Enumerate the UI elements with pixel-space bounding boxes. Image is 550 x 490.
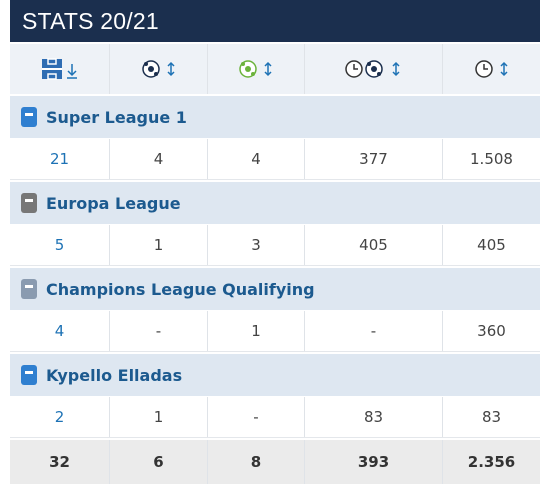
stat-cell: 393 (305, 440, 443, 484)
appearances-icon (41, 58, 77, 80)
col-goals[interactable] (110, 44, 208, 94)
stat-cell: 1 (110, 397, 208, 437)
assists-icon (239, 60, 272, 78)
stat-cell: 1.508 (470, 150, 513, 168)
stat-cell: 4 (208, 139, 305, 179)
competition-name[interactable]: Super League 1 (46, 107, 187, 127)
col-assists[interactable] (208, 44, 305, 94)
stat-cell: 405 (477, 236, 506, 254)
competition-stats-row: 4-1-360 (10, 311, 540, 352)
competition-header: Europa League (10, 182, 540, 224)
stat-cell: 1 (110, 225, 208, 265)
minutes-icon (474, 60, 508, 78)
logo-detail (25, 371, 33, 374)
logo-detail (25, 285, 33, 288)
competition-name[interactable]: Kypello Elladas (46, 365, 183, 385)
competition-stats-row: 5 1 3 405 405 (10, 225, 540, 266)
competition-name[interactable]: Champions League Qualifying (46, 279, 315, 299)
stat-cell: 377 (305, 139, 443, 179)
stats-widget: STATS 20/21 (10, 0, 540, 484)
minutes-per-goal-icon (344, 60, 400, 78)
logo-shape (21, 193, 37, 213)
competition-header: Champions League Qualifying (10, 268, 540, 310)
stat-cell: 83 (481, 408, 502, 426)
stat-cell: 32 (10, 440, 110, 484)
col-minutes-per-goal[interactable] (305, 44, 443, 94)
competition-logo (21, 279, 37, 299)
stat-cell: 360 (477, 322, 506, 340)
stat-cell: - (110, 311, 208, 351)
competition-logo (21, 365, 37, 385)
logo-shape (21, 279, 37, 299)
stat-cell: - (305, 311, 443, 351)
stat-cell: 83 (305, 397, 443, 437)
stat-cell: 4 (110, 139, 208, 179)
stat-cell: 4 (10, 311, 110, 351)
competition-name[interactable]: Europa League (46, 193, 181, 213)
logo-detail (25, 113, 33, 116)
goals-icon (141, 60, 175, 78)
col-minutes[interactable] (443, 44, 540, 94)
stat-cell: 2 (10, 397, 110, 437)
widget-title: STATS 20/21 (10, 0, 540, 42)
stat-cell: 21 (10, 139, 110, 179)
stat-cell: 1 (208, 311, 305, 351)
stat-cell: 6 (110, 440, 208, 484)
competition-stats-row: 2 1-83 83 (10, 397, 540, 438)
logo-shape (21, 107, 37, 127)
competition-logo (21, 193, 37, 213)
stat-cell: 5 (10, 225, 110, 265)
total-row: 32 6 8 393 2.356 (10, 440, 540, 484)
competition-header: Kypello Elladas (10, 354, 540, 396)
stat-cell: 2.356 (467, 453, 516, 471)
stat-cell: 3 (208, 225, 305, 265)
competition-stats-row: 21 4 4 377 1.508 (10, 139, 540, 180)
col-appearances[interactable] (10, 44, 110, 94)
stat-cell: - (208, 397, 305, 437)
column-header-row (10, 44, 540, 94)
stat-cell: 405 (305, 225, 443, 265)
stats-body: Super League 1 21 4 4 377 1.508 Europa League 5… (10, 96, 540, 484)
logo-shape (21, 365, 37, 385)
stat-cell: 8 (208, 440, 305, 484)
logo-detail (25, 199, 33, 202)
competition-header: Super League 1 (10, 96, 540, 138)
competition-logo (21, 107, 37, 127)
